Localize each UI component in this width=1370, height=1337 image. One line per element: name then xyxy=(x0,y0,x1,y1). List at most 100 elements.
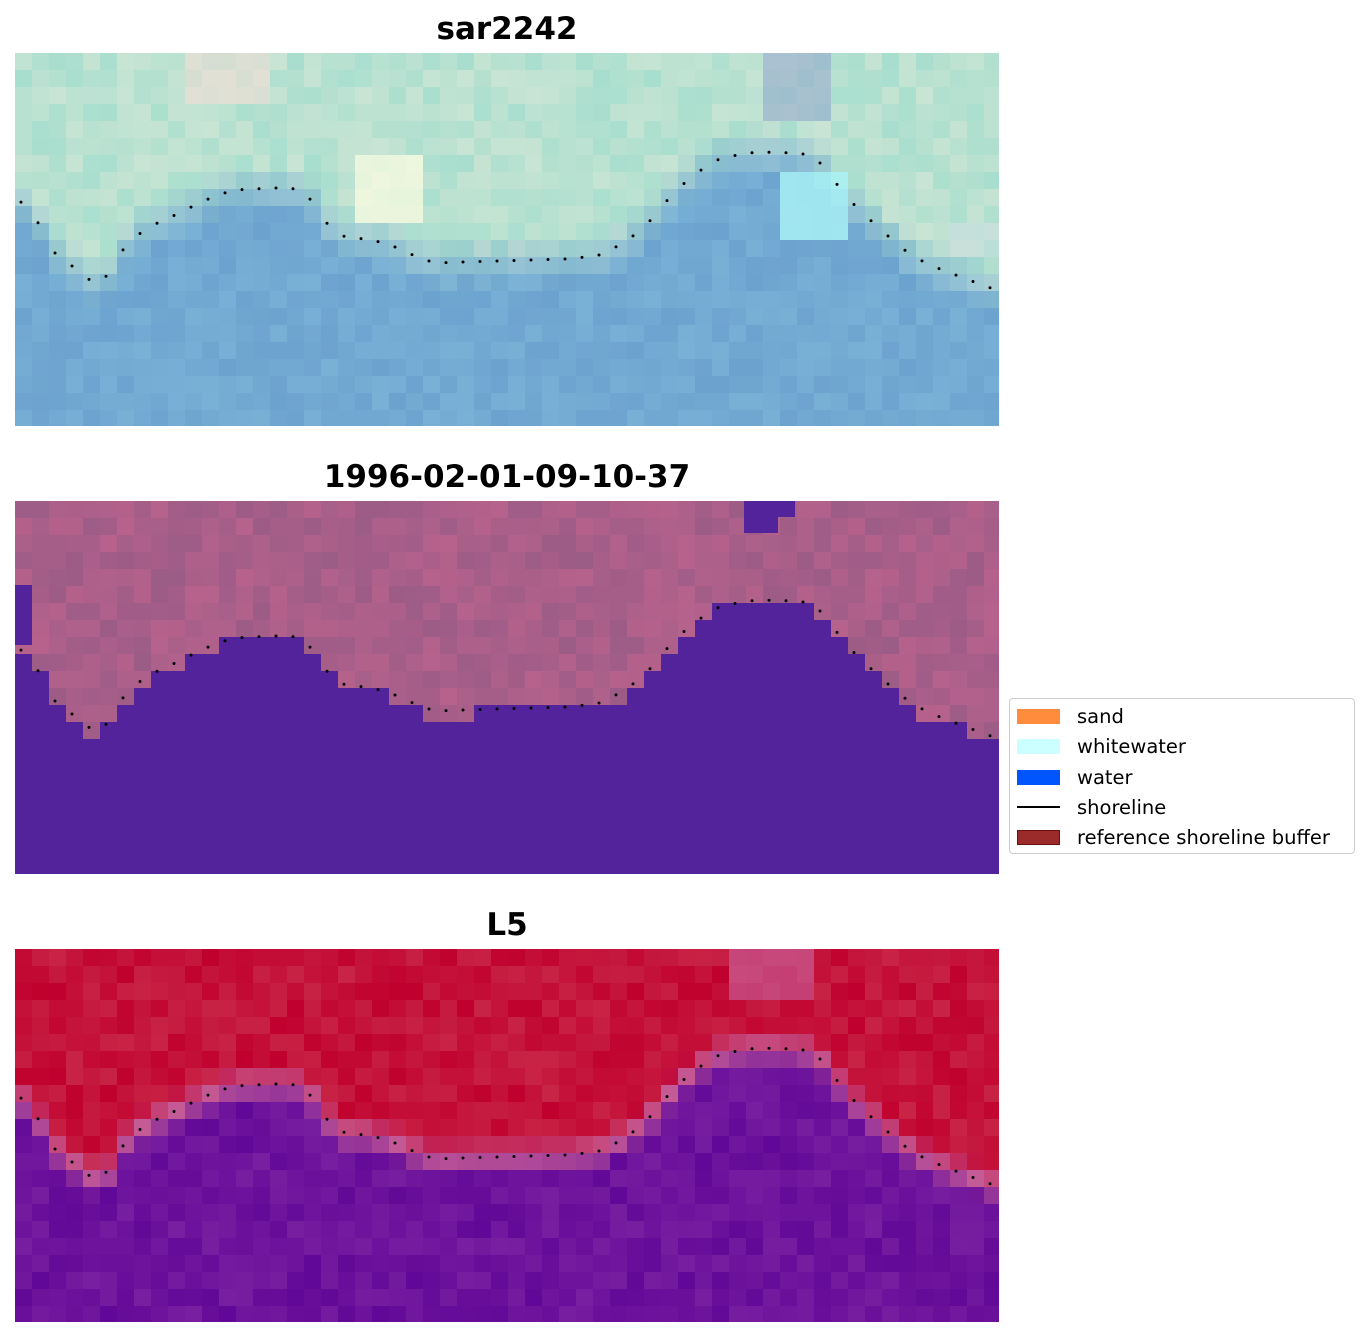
pixel xyxy=(134,773,151,790)
pixel xyxy=(287,1017,304,1034)
pixel xyxy=(304,1221,321,1238)
pixel xyxy=(610,966,627,983)
shoreline-dot xyxy=(546,257,550,261)
pixel xyxy=(916,983,933,1000)
pixel xyxy=(15,1170,32,1187)
pixel xyxy=(712,308,729,325)
shoreline-dot xyxy=(104,1170,108,1174)
pixel xyxy=(967,274,984,291)
pixel xyxy=(678,569,695,586)
pixel xyxy=(916,1034,933,1051)
pixel xyxy=(712,1272,729,1289)
pixel xyxy=(338,756,355,773)
pixel xyxy=(372,240,389,257)
pixel xyxy=(525,654,542,671)
pixel xyxy=(49,966,66,983)
pixel xyxy=(338,274,355,291)
pixel xyxy=(49,807,66,824)
pixel xyxy=(661,1119,678,1136)
pixel xyxy=(372,1272,389,1289)
pixel xyxy=(100,756,117,773)
pixel xyxy=(712,1204,729,1221)
pixel xyxy=(491,1136,508,1153)
pixel xyxy=(678,603,695,620)
pixel xyxy=(678,773,695,790)
pixel xyxy=(763,257,780,274)
pixel xyxy=(695,501,712,518)
pixel xyxy=(474,342,491,359)
pixel xyxy=(457,688,474,705)
pixel xyxy=(338,53,355,70)
pixel xyxy=(304,637,321,654)
pixel xyxy=(593,359,610,376)
pixel xyxy=(848,501,865,518)
pixel xyxy=(270,841,287,858)
pixel xyxy=(389,1085,406,1102)
pixel xyxy=(593,172,610,189)
pixel xyxy=(321,637,338,654)
pixel xyxy=(508,1289,525,1306)
pixel xyxy=(355,824,372,841)
pixel xyxy=(304,1170,321,1187)
pixel xyxy=(440,342,457,359)
pixel xyxy=(797,586,814,603)
pixel xyxy=(712,1102,729,1119)
pixel xyxy=(355,410,372,426)
pixel xyxy=(712,138,729,155)
pixel xyxy=(185,841,202,858)
pixel xyxy=(117,1102,134,1119)
pixel xyxy=(185,138,202,155)
pixel xyxy=(287,291,304,308)
pixel xyxy=(848,966,865,983)
shoreline-dot xyxy=(784,599,788,603)
pixel xyxy=(831,1221,848,1238)
pixel xyxy=(644,858,661,874)
pixel xyxy=(678,790,695,807)
pixel xyxy=(219,654,236,671)
shoreline-dot xyxy=(70,712,74,716)
pixel xyxy=(950,1119,967,1136)
pixel xyxy=(610,376,627,393)
pixel xyxy=(32,274,49,291)
pixel xyxy=(423,257,440,274)
pixel xyxy=(66,240,83,257)
pixel xyxy=(270,1306,287,1322)
pixel xyxy=(916,722,933,739)
pixel xyxy=(865,552,882,569)
pixel xyxy=(916,1068,933,1085)
pixel xyxy=(236,1119,253,1136)
pixel xyxy=(491,1170,508,1187)
pixel xyxy=(355,308,372,325)
pixel xyxy=(593,688,610,705)
pixel xyxy=(661,359,678,376)
pixel xyxy=(559,240,576,257)
pixel xyxy=(695,1238,712,1255)
pixel xyxy=(882,172,899,189)
pixel xyxy=(202,308,219,325)
pixel xyxy=(950,1289,967,1306)
pixel xyxy=(440,1119,457,1136)
pixel xyxy=(916,393,933,410)
pixel xyxy=(746,671,763,688)
pixel xyxy=(661,1085,678,1102)
pixel xyxy=(508,1255,525,1272)
pixel xyxy=(168,1017,185,1034)
pixel xyxy=(831,155,848,172)
pixel xyxy=(899,966,916,983)
pixel xyxy=(338,705,355,722)
pixel xyxy=(304,1085,321,1102)
pixel xyxy=(661,138,678,155)
pixel xyxy=(814,70,831,87)
pixel xyxy=(712,325,729,342)
pixel xyxy=(474,501,491,518)
pixel xyxy=(406,722,423,739)
pixel xyxy=(457,790,474,807)
pixel xyxy=(185,552,202,569)
pixel xyxy=(440,586,457,603)
pixel xyxy=(678,1119,695,1136)
pixel xyxy=(593,773,610,790)
pixel xyxy=(389,1170,406,1187)
pixel xyxy=(916,342,933,359)
pixel xyxy=(678,739,695,756)
pixel xyxy=(984,121,999,138)
